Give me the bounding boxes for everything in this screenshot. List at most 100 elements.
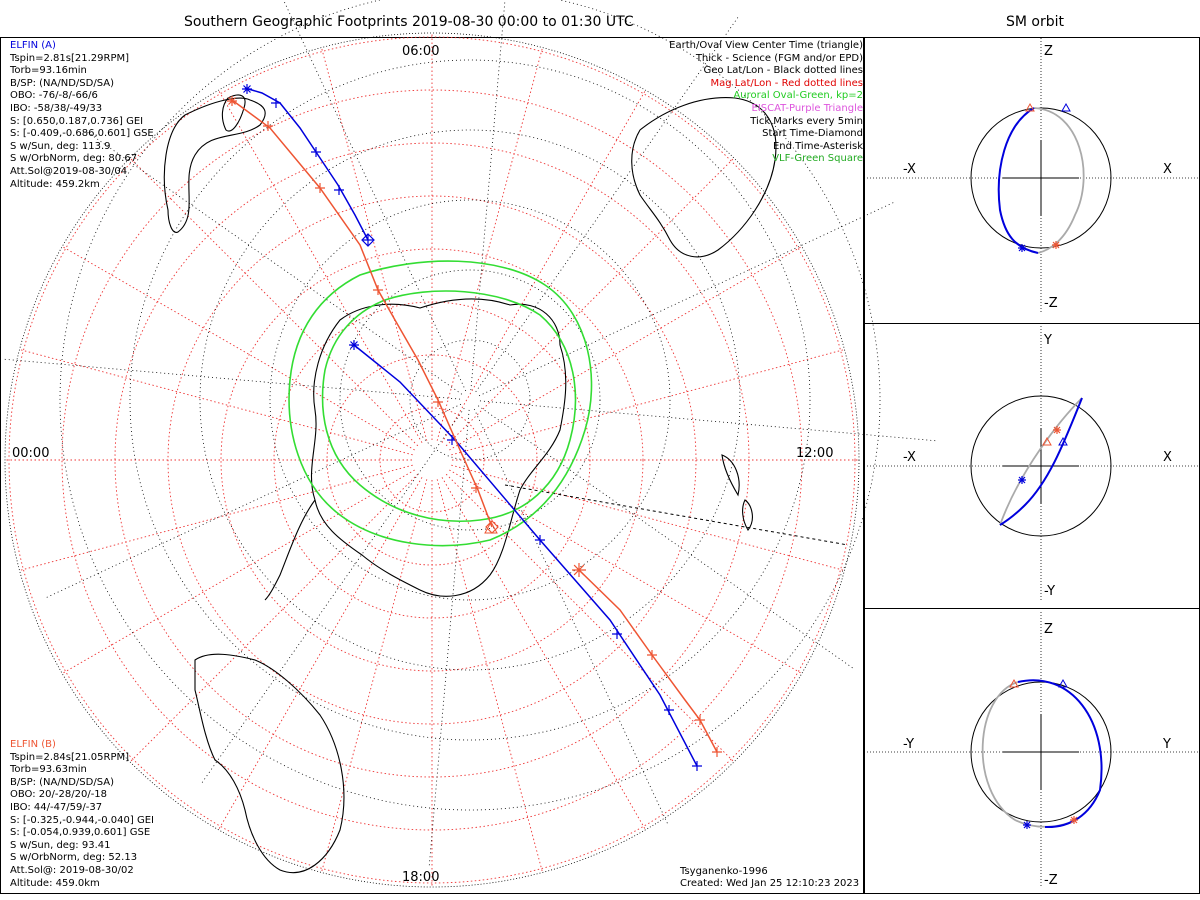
oval-inner xyxy=(321,290,577,523)
mlt-label-left: 00:00 xyxy=(12,446,50,461)
geo-latitude-circle xyxy=(269,199,671,601)
track-a-upper xyxy=(244,87,369,241)
orbit-asterisk xyxy=(1018,244,1026,252)
geo-longitude-line xyxy=(479,400,939,442)
track-b-end-asterisk xyxy=(227,96,237,106)
geo-latitude-circle xyxy=(199,129,741,671)
sm-axis-label-v-pos: Z xyxy=(1044,622,1053,637)
coast-peninsula xyxy=(264,499,316,601)
track-b-tick xyxy=(647,650,657,660)
geo-longitude-line xyxy=(470,0,506,391)
sm-axis-label-h-neg: -X xyxy=(903,162,916,177)
info-b-line: Altitude: 459.0km xyxy=(10,877,100,889)
sm-axis-label-h-neg: -Y xyxy=(903,737,915,752)
legend-item: End Time-Asterisk xyxy=(772,140,863,152)
geo-longitude-line xyxy=(43,403,462,599)
info-b-line: IBO: 44/-47/59/-37 xyxy=(10,801,103,813)
sm-axis-label-v-pos: Y xyxy=(1044,333,1052,348)
track-b-tick xyxy=(433,397,443,407)
legend: Earth/Oval View Center Time (triangle) Th… xyxy=(669,40,863,166)
legend-item: Tick Marks every 5min xyxy=(750,115,863,127)
sm-axis-label-h-neg: -X xyxy=(903,450,916,465)
sm-axis-label-v-pos: Z xyxy=(1044,44,1053,59)
mag-latitude-circle xyxy=(220,248,644,672)
mag-longitude-line xyxy=(436,479,543,873)
info-a-line: S: [0.650,0.187,0.736] GEI xyxy=(10,115,144,127)
track-b-tick xyxy=(373,285,383,295)
track-a-tick xyxy=(271,98,281,108)
track-a-tick xyxy=(535,535,545,545)
track-a-tick xyxy=(334,185,344,195)
track-a-start-diamond xyxy=(361,233,375,247)
mag-longitude-line xyxy=(451,349,845,456)
mag-longitude-line xyxy=(449,246,803,451)
info-b-line: Tspin=2.84s[21.05RPM] xyxy=(10,751,130,763)
info-b-line: S: [-0.325,-0.944,-0.040] GEI xyxy=(10,814,154,826)
geo-longitude-line xyxy=(428,409,470,869)
legend-item: Earth/Oval View Center Time (triangle) xyxy=(669,40,863,51)
info-b-line: B/SP: (NA/ND/SD/SA) xyxy=(10,776,114,788)
sm-axis-label-h-pos: X xyxy=(1163,162,1172,177)
sm-axis-label-v-neg: -Z xyxy=(1044,296,1058,311)
sm-panel-2 xyxy=(864,326,1200,601)
track-b-center-triangle xyxy=(484,520,498,534)
geo-longitude-line xyxy=(84,130,463,395)
auroral-ovals xyxy=(288,260,593,547)
info-a: ELFIN (A) Tspin=2.81s[21.29RPM] Torb=93.1… xyxy=(10,40,154,191)
track-b-lower xyxy=(578,569,718,753)
legend-item: Start Time-Diamond xyxy=(762,128,863,140)
legend-item: Mag Lat/Lon - Red dotted lines xyxy=(710,77,863,89)
orbit-a-path xyxy=(997,107,1039,254)
orbit-triangle xyxy=(1042,436,1052,446)
info-a-line: S w/OrbNorm, deg: 80.67 xyxy=(10,153,138,165)
mag-longitude-line xyxy=(61,246,415,451)
info-b: ELFIN (B) Tspin=2.84s[21.05RPM] Torb=93.6… xyxy=(10,739,154,890)
tracks xyxy=(227,84,722,771)
orbit-asterisk xyxy=(1070,816,1078,824)
orbit-triangle xyxy=(1058,436,1068,446)
geo-longitude-line xyxy=(477,405,856,670)
info-b-line: S w/Sun, deg: 93.41 xyxy=(10,839,111,851)
track-a-tick xyxy=(664,705,674,715)
sm-axis-label-h-pos: Y xyxy=(1163,737,1171,752)
plot-title: Southern Geographic Footprints 2019-08-3… xyxy=(184,14,634,30)
info-b-line: S: [-0.054,0.939,0.601] GSE xyxy=(10,827,151,839)
geo-longitude-line xyxy=(283,0,467,392)
track-b-tick xyxy=(712,747,722,757)
orbit-b-path xyxy=(999,397,1083,526)
mag-longitude-line xyxy=(321,47,428,441)
mag-grid xyxy=(5,33,859,887)
earth-outline xyxy=(970,395,1112,537)
info-b-lines: Tspin=2.84s[21.05RPM] Torb=93.63min B/SP: … xyxy=(10,752,154,891)
oval-outer xyxy=(288,260,593,547)
legend-item: VLF-Green Square xyxy=(772,153,863,165)
orbit-triangle xyxy=(1058,678,1068,688)
geo-longitude-line xyxy=(475,14,740,393)
track-a-tick xyxy=(311,147,321,157)
coast-antarctica xyxy=(310,298,567,597)
track-a-lower xyxy=(353,344,698,767)
sm-orbit-title: SM orbit xyxy=(1006,14,1065,30)
info-a-lines: Tspin=2.81s[21.29RPM] Torb=93.16min B/SP: … xyxy=(10,53,154,192)
orbit-triangle xyxy=(1009,678,1019,688)
info-a-line: Altitude: 459.2km xyxy=(10,178,100,190)
mag-longitude-line xyxy=(129,157,419,447)
mlt-label-bottom: 18:00 xyxy=(402,870,440,885)
mag-latitude-circle xyxy=(8,36,856,884)
orbit-asterisk xyxy=(1023,821,1031,829)
legend-item: EISCAT-Purple Triangle xyxy=(751,102,864,114)
mlt-label-right: 12:00 xyxy=(796,446,834,461)
orbit-a-path xyxy=(999,397,1083,526)
info-a-line: Tspin=2.81s[21.29RPM] xyxy=(10,52,130,64)
mag-longitude-line xyxy=(451,464,845,571)
orbit-b-path xyxy=(981,681,1076,828)
info-b-header: ELFIN (B) xyxy=(10,739,56,750)
track-a-end-asterisk xyxy=(242,84,252,94)
mag-longitude-line xyxy=(129,473,419,763)
created-timestamp: Created: Wed Jan 25 12:10:23 2023 xyxy=(680,878,860,889)
track-a-tick xyxy=(363,235,373,245)
mlt-label-top: 06:00 xyxy=(402,44,440,59)
info-a-line: B/SP: (NA/ND/SD/SA) xyxy=(10,77,114,89)
geo-longitude-line xyxy=(478,201,897,397)
